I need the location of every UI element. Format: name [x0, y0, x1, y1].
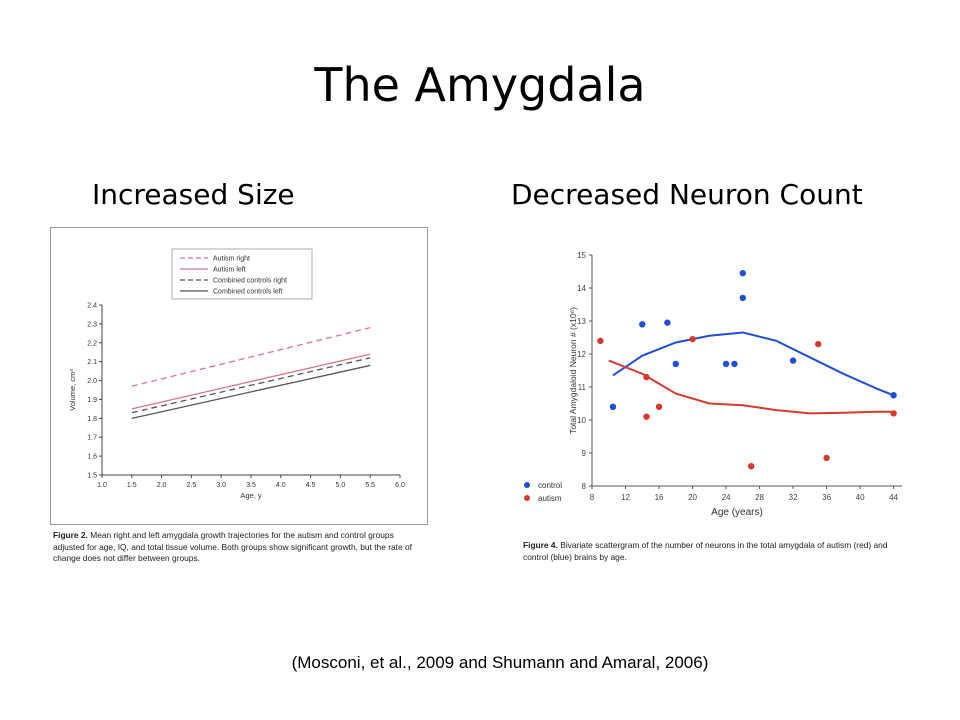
y-tick-label: 10: [577, 416, 586, 425]
chart-legend: control autism: [524, 481, 562, 503]
y-tick-label: 9: [582, 449, 587, 458]
legend-label: Autism left: [213, 267, 246, 274]
x-tick-label: 28: [755, 493, 764, 502]
control-trend-line: [612, 331, 894, 397]
y-tick-label: 2.1: [87, 359, 97, 366]
control-point: [664, 319, 671, 326]
x-tick-label: 4.0: [276, 482, 286, 489]
y-tick-label: 12: [577, 350, 586, 359]
y-tick-label: 13: [577, 317, 586, 326]
y-tick-label: 1.6: [87, 454, 97, 461]
x-tick-label: 5.0: [336, 482, 346, 489]
x-tick-label: 36: [822, 493, 831, 502]
control-point: [731, 360, 738, 368]
volume-line-chart: Autism right Autism left Combined controls…: [50, 227, 428, 525]
y-tick-label: 15: [577, 251, 586, 260]
legend-label: autism: [538, 494, 562, 503]
x-tick-label: 32: [789, 493, 798, 502]
autism-point: [643, 413, 650, 420]
series-line: [131, 357, 371, 414]
control-point: [890, 392, 897, 399]
x-tick-label: 2.5: [187, 482, 197, 489]
x-tick-label: 5.5: [365, 482, 375, 489]
control-point: [639, 321, 646, 328]
x-tick-label: 44: [889, 493, 898, 502]
legend-label: Combined controls right: [213, 278, 287, 285]
x-tick-label: 3.0: [216, 482, 226, 489]
autism-point: [823, 454, 830, 462]
legend-marker: [524, 495, 530, 501]
control-point: [739, 294, 747, 302]
figure-4-caption: Figure 4. Bivariate scattergram of the n…: [523, 540, 913, 563]
autism-point: [890, 410, 897, 417]
control-point: [789, 357, 797, 364]
legend-marker: [524, 482, 530, 488]
x-tick-label: 12: [621, 493, 630, 502]
x-tick-label: 40: [856, 493, 865, 502]
chart-legend: Autism right Autism left Combined controls…: [171, 248, 313, 300]
autism-point: [747, 463, 755, 470]
autism-point: [597, 337, 604, 344]
control-point: [672, 360, 679, 368]
caption-label: Figure 4.: [523, 540, 558, 550]
control-point: [722, 360, 730, 368]
autism-point: [689, 335, 696, 343]
control-point: [739, 269, 747, 277]
left-heading: Increased Size: [92, 178, 295, 211]
x-axis-label: Age (years): [711, 507, 763, 518]
neuron-scatter-chart: 8 9 10 11 12 13 14 15 8 12 16 20 24 28 32 36 40 44 Age (ye…: [524, 251, 902, 518]
y-tick-label: 2.2: [87, 340, 97, 347]
y-tick-label: 1.5: [87, 473, 97, 480]
y-tick-label: 14: [577, 284, 586, 293]
y-axis-label: Total Amygdaloid Neuron # (x10⁶): [568, 307, 578, 434]
series-line: [131, 353, 371, 410]
legend-label: Combined controls left: [213, 289, 283, 296]
x-axis-label: Age, y: [240, 491, 262, 500]
autism-trend-line: [608, 359, 894, 415]
x-tick-label: 1.5: [127, 482, 137, 489]
x-tick-label: 2.0: [157, 482, 167, 489]
caption-text: Bivariate scattergram of the number of n…: [523, 540, 888, 562]
y-tick-label: 11: [578, 383, 587, 392]
autism-point: [655, 403, 663, 410]
legend-label: control: [538, 481, 562, 490]
y-tick-label: 1.9: [87, 397, 97, 404]
x-tick-label: 1.0: [97, 482, 107, 489]
x-tick-label: 20: [688, 493, 697, 502]
autism-point: [815, 340, 822, 348]
x-tick-label: 3.5: [246, 482, 256, 489]
slide-title: The Amygdala: [314, 58, 646, 112]
control-point: [609, 403, 617, 410]
series-line: [131, 364, 371, 419]
y-tick-label: 1.7: [87, 435, 97, 442]
x-tick-label: 24: [722, 493, 731, 502]
x-tick-label: 8: [590, 493, 595, 502]
y-tick-label: 1.8: [87, 416, 97, 423]
x-tick-label: 6.0: [395, 482, 405, 489]
legend-label: Autism right: [213, 256, 250, 263]
caption-text: Mean right and left amygdala growth traj…: [53, 530, 412, 563]
figure-2-caption: Figure 2. Mean right and left amygdala g…: [53, 530, 425, 565]
x-tick-label: 4.5: [306, 482, 316, 489]
y-tick-label: 2.3: [87, 321, 97, 328]
y-tick-label: 8: [582, 482, 587, 491]
right-heading: Decreased Neuron Count: [511, 178, 863, 211]
x-tick-label: 16: [655, 493, 664, 502]
citation: (Mosconi, et al., 2009 and Shumann and A…: [291, 653, 709, 672]
y-tick-label: 2.4: [87, 303, 97, 310]
caption-label: Figure 2.: [53, 530, 88, 540]
y-axis-label: Volume, cm³: [68, 369, 77, 411]
autism-point: [643, 373, 650, 381]
y-tick-label: 2.0: [87, 378, 97, 385]
series-line: [131, 327, 371, 387]
